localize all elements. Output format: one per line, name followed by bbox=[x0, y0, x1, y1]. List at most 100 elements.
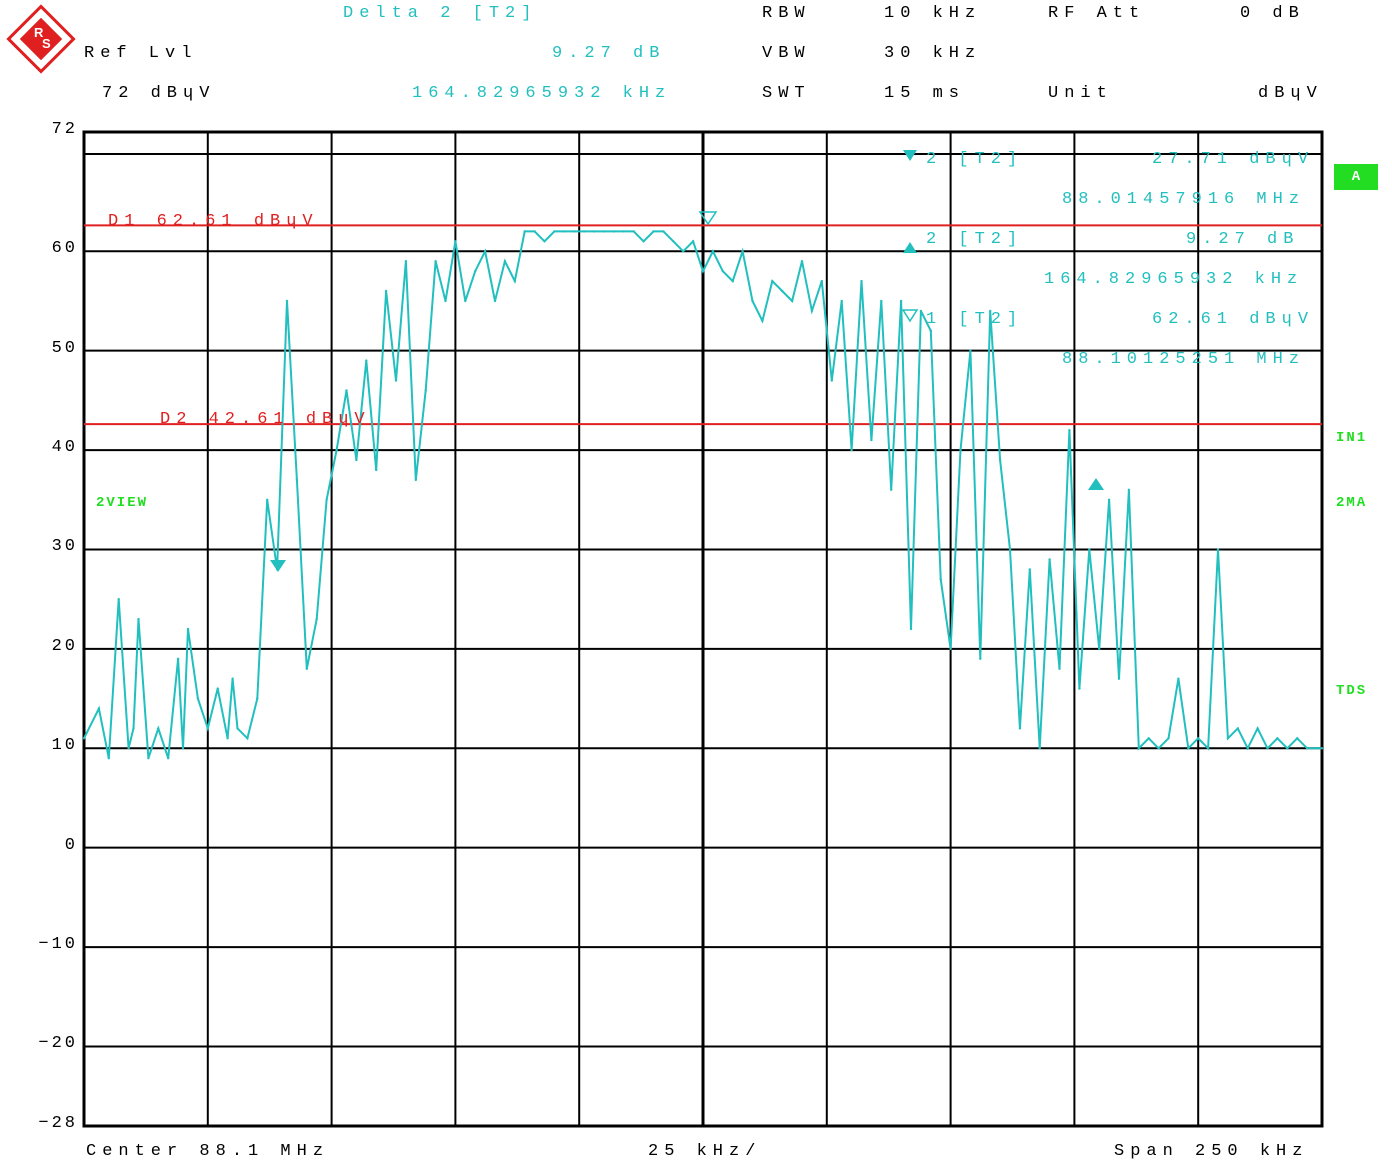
trace-point bbox=[662, 230, 664, 232]
trace-point bbox=[1197, 737, 1199, 739]
trace-point bbox=[524, 230, 526, 232]
trace-point bbox=[385, 290, 387, 292]
trace-point bbox=[761, 320, 763, 322]
trace-point bbox=[751, 300, 753, 302]
trace-point bbox=[702, 270, 704, 272]
trace-point bbox=[316, 618, 318, 620]
trace-point bbox=[1266, 747, 1268, 749]
marker1-label: 1 [T2] bbox=[926, 310, 1023, 330]
trace-point bbox=[236, 727, 238, 729]
trace-point bbox=[1276, 737, 1278, 739]
center-frequency: Center 88.1 MHz bbox=[86, 1142, 329, 1162]
trace-point bbox=[1321, 747, 1323, 749]
trace-point bbox=[1167, 737, 1169, 739]
marker-2-symbol bbox=[270, 560, 286, 572]
trace-point bbox=[1256, 727, 1258, 729]
trace-point bbox=[187, 628, 189, 630]
trace-point bbox=[623, 230, 625, 232]
trace-point bbox=[1217, 548, 1219, 550]
trace-point bbox=[444, 300, 446, 302]
trace-point bbox=[543, 240, 545, 242]
trace-point bbox=[712, 250, 714, 252]
marker2-freq: 88.01457916 MHz bbox=[1062, 190, 1305, 210]
trace-point bbox=[1029, 568, 1031, 570]
trace-point bbox=[484, 250, 486, 252]
trace-point bbox=[415, 479, 417, 481]
marker1-level: 62.61 dBɥV bbox=[1152, 310, 1314, 330]
trace-point bbox=[722, 270, 724, 272]
trace-point bbox=[266, 499, 268, 501]
trace-point bbox=[474, 270, 476, 272]
trace-point bbox=[365, 359, 367, 361]
trace-point bbox=[464, 300, 466, 302]
view-label: 2VIEW bbox=[96, 493, 148, 513]
trace-point bbox=[504, 260, 506, 262]
trace-point bbox=[1058, 668, 1060, 670]
trace-point bbox=[791, 300, 793, 302]
trace-point bbox=[633, 230, 635, 232]
trace-point bbox=[850, 449, 852, 451]
trace-point bbox=[425, 389, 427, 391]
trace-point bbox=[177, 658, 179, 660]
trace-point bbox=[692, 240, 694, 242]
trace-point bbox=[860, 280, 862, 282]
trace-point bbox=[841, 300, 843, 302]
trace-point bbox=[147, 757, 149, 759]
trace-point bbox=[1177, 678, 1179, 680]
trace-point bbox=[1187, 747, 1189, 749]
trace-point bbox=[959, 449, 961, 451]
trace-point bbox=[1247, 747, 1249, 749]
trace-point bbox=[1306, 747, 1308, 749]
panel-marker2-icon bbox=[903, 150, 917, 161]
trace-point bbox=[1157, 747, 1159, 749]
trace-point bbox=[127, 747, 129, 749]
marker2-label: 2 [T2] bbox=[926, 150, 1023, 170]
trace-point bbox=[831, 379, 833, 381]
trace-point bbox=[732, 280, 734, 282]
division-width: 25 kHz/ bbox=[648, 1142, 761, 1162]
trace-point bbox=[306, 668, 308, 670]
trace-point bbox=[137, 618, 139, 620]
trace-point bbox=[296, 479, 298, 481]
d1-line-label: D1 62.61 dBɥV bbox=[108, 212, 319, 232]
trace-point bbox=[118, 598, 120, 600]
trace-point bbox=[1296, 737, 1298, 739]
trace-point bbox=[405, 260, 407, 262]
trace-point bbox=[256, 697, 258, 699]
trace-point bbox=[682, 250, 684, 252]
trace-point bbox=[1207, 747, 1209, 749]
trace-point bbox=[920, 310, 922, 312]
trace-point bbox=[1227, 737, 1229, 739]
trace-point bbox=[197, 697, 199, 699]
trace-point bbox=[335, 449, 337, 451]
trace-point bbox=[246, 737, 248, 739]
trace-point bbox=[98, 707, 100, 709]
marker1-freq: 88.10125251 MHz bbox=[1062, 350, 1305, 370]
trace-point bbox=[652, 230, 654, 232]
trace-point bbox=[940, 578, 942, 580]
trace-point bbox=[741, 250, 743, 252]
trace-point bbox=[583, 230, 585, 232]
trace-point bbox=[821, 280, 823, 282]
trace-point bbox=[603, 230, 605, 232]
trace-point bbox=[801, 260, 803, 262]
trace-point bbox=[1078, 687, 1080, 689]
marker2-level: 27.71 dBɥV bbox=[1152, 150, 1314, 170]
trace-point bbox=[642, 240, 644, 242]
trace-point bbox=[1118, 678, 1120, 680]
trace-point bbox=[1108, 499, 1110, 501]
trace-point bbox=[573, 230, 575, 232]
trace-point bbox=[949, 648, 951, 650]
trace-point bbox=[1088, 548, 1090, 550]
trace-point bbox=[1286, 747, 1288, 749]
d2-line-label: D2 42.61 dBɥV bbox=[160, 410, 371, 430]
trace-point bbox=[999, 459, 1001, 461]
trace-point bbox=[1009, 548, 1011, 550]
trace-point bbox=[207, 727, 209, 729]
trace-point bbox=[395, 379, 397, 381]
trace-point bbox=[1068, 429, 1070, 431]
trace-point bbox=[157, 727, 159, 729]
trace-point bbox=[553, 230, 555, 232]
ma-label: 2MA bbox=[1336, 493, 1367, 513]
